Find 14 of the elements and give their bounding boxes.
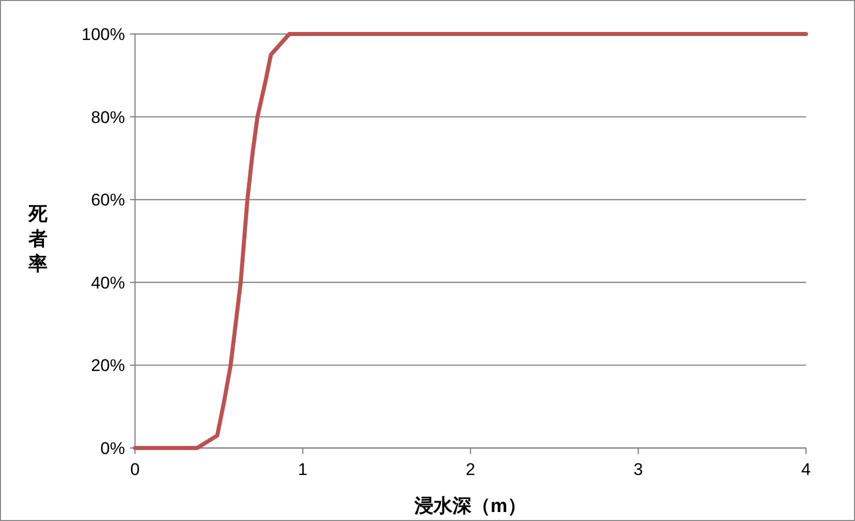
- y-tick-label: 0%: [100, 439, 125, 458]
- x-tick-label: 4: [801, 460, 811, 479]
- y-tick-label: 20%: [90, 356, 125, 376]
- x-tick-label: 3: [634, 460, 643, 479]
- y-axis-title: 死者率: [28, 204, 48, 275]
- y-tick-label: 100%: [82, 25, 125, 44]
- x-axis-title: 浸水深（m）: [414, 495, 526, 517]
- y-tick-label: 60%: [90, 190, 125, 210]
- x-tick-label: 2: [466, 460, 476, 479]
- y-tick-label: 80%: [90, 108, 125, 127]
- line-series: [133, 32, 808, 450]
- y-tick-label: 40%: [90, 273, 125, 292]
- x-tick-label: 1: [298, 460, 308, 479]
- x-tick-label: 0: [130, 460, 140, 479]
